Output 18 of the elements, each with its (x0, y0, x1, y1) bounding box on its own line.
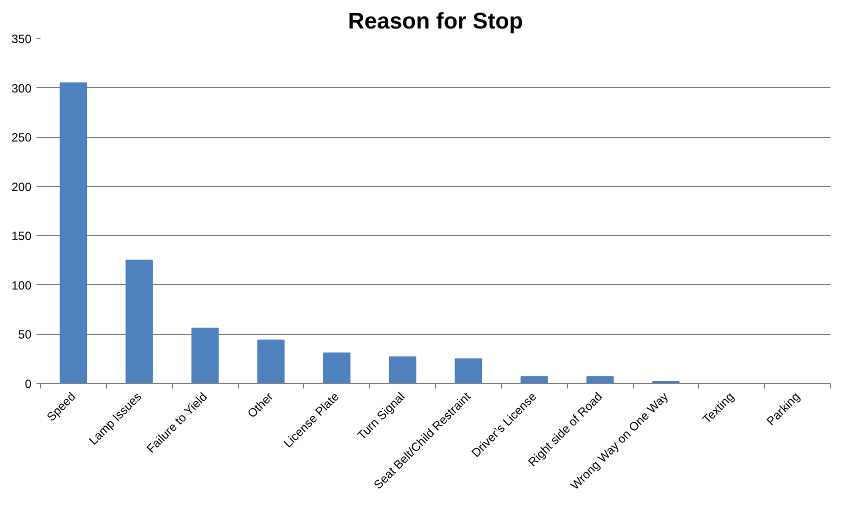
bar (520, 376, 548, 384)
bar (323, 352, 350, 384)
y-tick-label: 150 (11, 229, 32, 244)
y-tick-label: 0 (24, 377, 32, 391)
bar (388, 356, 416, 384)
y-tick-label: 50 (18, 328, 32, 342)
bar (257, 340, 285, 384)
chart-title: Reason for Stop (348, 8, 523, 34)
y-tick-label: 100 (11, 278, 32, 292)
y-tick-label: 300 (11, 81, 32, 96)
y-tick-label: 350 (11, 32, 32, 46)
bar (191, 328, 219, 384)
bar (126, 260, 153, 384)
y-tick-label: 200 (11, 180, 32, 194)
bar (454, 358, 482, 384)
bar (60, 82, 88, 384)
y-tick-label: 250 (11, 130, 32, 145)
bar (586, 376, 614, 384)
